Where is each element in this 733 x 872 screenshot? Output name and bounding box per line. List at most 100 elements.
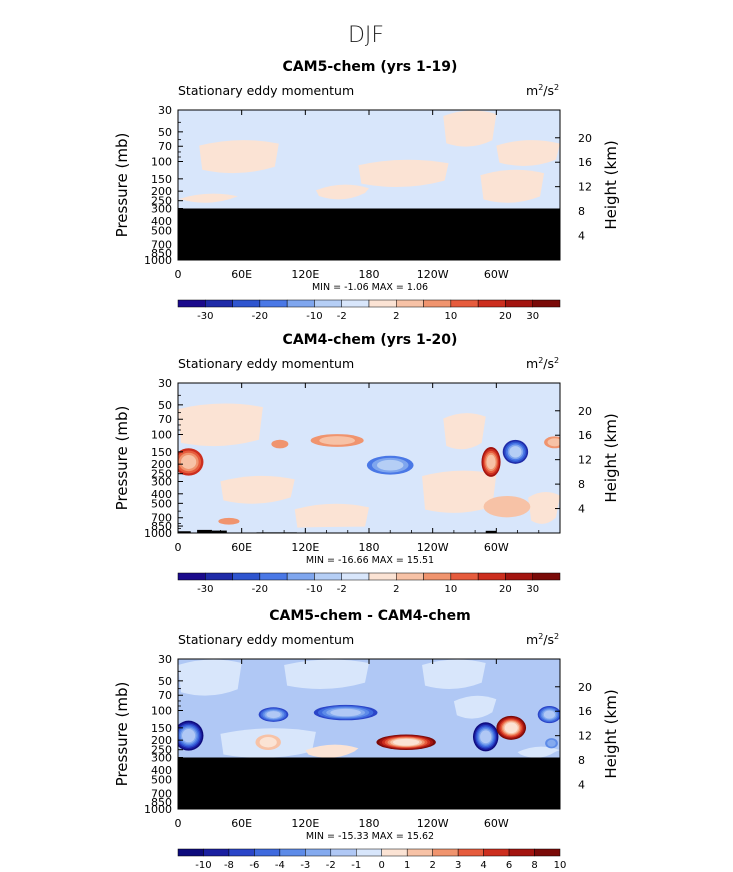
colorbar-swatch	[341, 572, 370, 581]
colorbar-label: -2	[326, 860, 336, 871]
x-tick-label: 60E	[231, 817, 252, 830]
x-tick-label: 60W	[484, 817, 509, 830]
topography-mask	[197, 529, 212, 533]
colorbar-label: -30	[197, 311, 213, 322]
y-tick-label: 500	[151, 224, 172, 237]
contour-patch	[422, 659, 486, 690]
units-exp: 2	[538, 632, 543, 641]
units-label: m2/s2	[526, 356, 559, 371]
colorbar-label: -20	[252, 311, 268, 322]
topography-mask	[178, 208, 560, 260]
y2-axis-label: Height (km)	[602, 413, 620, 502]
units-mid: /s	[543, 356, 554, 371]
x-tick-label: 120W	[417, 268, 449, 281]
colorbar-label: -30	[197, 584, 213, 595]
y2-tick-label: 12	[578, 454, 592, 467]
colorbar-label: 1	[404, 860, 410, 871]
colorbar-swatch	[423, 299, 452, 308]
colorbar-label: 4	[480, 860, 486, 871]
colorbar-swatch	[177, 848, 204, 857]
y-tick-label: 100	[151, 156, 172, 169]
y-tick-label: 300	[151, 475, 172, 488]
units-exp: 2	[554, 83, 559, 92]
colorbar-swatch	[450, 299, 479, 308]
y-tick-label: 150	[151, 446, 172, 459]
colorbar-swatch	[205, 299, 233, 308]
x-tick-label: 120E	[291, 268, 319, 281]
colorbar-label: 2	[393, 584, 399, 595]
colorbar-swatch	[314, 572, 342, 581]
contour-level	[543, 710, 555, 719]
contour-level	[486, 454, 496, 470]
y-tick-label: 700	[151, 512, 172, 525]
colorbar: -30 -20 -10 -2 2 10 20 30	[177, 572, 561, 595]
contour-patch	[305, 744, 359, 758]
contour-level	[259, 737, 277, 748]
y-tick-label: 700	[151, 239, 172, 252]
y-tick-label: 30	[158, 104, 172, 117]
units-label: m2/s2	[526, 83, 559, 98]
colorbar-swatch	[457, 848, 484, 857]
colorbar-label: -8	[224, 860, 234, 871]
y-tick-label: 850	[151, 520, 172, 533]
y-tick-label: 70	[158, 140, 172, 153]
colorbar-swatch	[505, 299, 533, 308]
topography-mask	[178, 757, 560, 809]
contour-patch	[453, 695, 497, 719]
contour-patch	[178, 403, 263, 447]
contour-level	[182, 729, 196, 743]
contour-field	[178, 110, 560, 260]
y2-tick-label: 4	[578, 503, 585, 516]
x-tick-label: 180	[359, 817, 380, 830]
y-tick-label: 250	[151, 468, 172, 481]
units-mid: /s	[543, 632, 554, 647]
colorbar-swatch	[368, 299, 397, 308]
y-tick-label: 70	[158, 689, 172, 702]
colorbar-label: 10	[444, 311, 457, 322]
colorbar-label: -3	[300, 860, 310, 871]
contour-patch	[496, 140, 560, 166]
y2-axis-label: Height (km)	[602, 140, 620, 229]
panel-3: CAM5-chem - CAM4-chem Stationary eddy mom…	[113, 608, 620, 871]
units-mid: /s	[543, 83, 554, 98]
colorbar-swatch	[532, 299, 561, 308]
min-max-stats: MIN = -16.66 MAX = 15.51	[306, 555, 434, 566]
colorbar-swatch	[423, 572, 452, 581]
colorbar-label: 20	[499, 584, 512, 595]
contour-level	[319, 436, 356, 445]
colorbar-label: 20	[499, 311, 512, 322]
y-tick-label: 300	[151, 202, 172, 215]
y-axis-label: Pressure (mb)	[113, 682, 131, 787]
contour-level	[392, 738, 420, 746]
x-tick-label: 120E	[291, 817, 319, 830]
y2-tick-label: 20	[578, 132, 592, 145]
colorbar-swatch	[406, 848, 433, 857]
contour-level	[483, 495, 531, 518]
units-label: m2/s2	[526, 632, 559, 647]
y-tick-label: 1000	[144, 527, 172, 540]
colorbar-label: 10	[554, 860, 567, 871]
colorbar-swatch	[305, 848, 332, 857]
contour-level	[547, 739, 556, 747]
colorbar-swatch	[259, 572, 288, 581]
colorbar-label: -2	[337, 584, 347, 595]
colorbar-label: 6	[506, 860, 512, 871]
colorbar-swatch	[450, 572, 479, 581]
colorbar-swatch	[356, 848, 382, 857]
units-base: m	[526, 632, 538, 647]
colorbar-swatch	[232, 572, 261, 581]
y-tick-label: 50	[158, 126, 172, 139]
colorbar-label: -6	[249, 860, 259, 871]
y-tick-label: 150	[151, 173, 172, 186]
colorbar-swatch	[508, 848, 535, 857]
y2-tick-label: 12	[578, 730, 592, 743]
x-tick-label: 180	[359, 268, 380, 281]
colorbar-swatch	[381, 848, 408, 857]
y-tick-label: 100	[151, 429, 172, 442]
y2-tick-label: 8	[578, 205, 585, 218]
colorbar-label: 2	[393, 311, 399, 322]
colorbar-label: -4	[275, 860, 285, 871]
y-tick-label: 500	[151, 773, 172, 786]
contour-patch	[422, 470, 497, 513]
x-tick-label: 60E	[231, 268, 252, 281]
